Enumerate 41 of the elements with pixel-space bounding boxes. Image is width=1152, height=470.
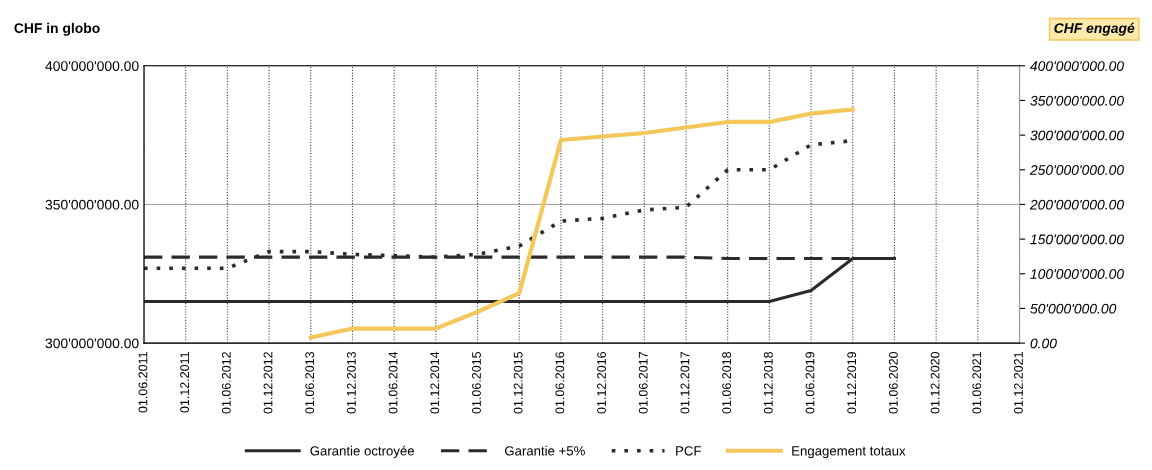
x-tick-label: 01.12.2021 bbox=[1014, 352, 1023, 414]
y2-tick-label: 50'000'000.00 bbox=[1030, 303, 1117, 314]
y2-tick-label: 150'000'000.00 bbox=[1030, 234, 1124, 245]
x-tick-label: 01.06.2018 bbox=[722, 351, 732, 414]
y2-tick-label: 350'000'000.00 bbox=[1030, 95, 1124, 106]
x-tick-label: 01.12.2011 bbox=[180, 352, 190, 413]
legend-label: PCF bbox=[676, 446, 701, 456]
x-tick-label: 01.06.2015 bbox=[472, 351, 481, 414]
x-tick-label: 01.12.2015 bbox=[513, 351, 523, 414]
y2-tick-label: 100'000'000.00 bbox=[1030, 269, 1124, 279]
y2-axis-title: CHF engagé bbox=[1054, 22, 1135, 36]
y-tick-label: 350'000'000.00 bbox=[45, 199, 139, 210]
y2-tick-label: 400'000'000.00 bbox=[1030, 61, 1124, 71]
x-tick-label: 01.06.2019 bbox=[805, 352, 815, 414]
x-tick-label: 01.06.2012 bbox=[221, 352, 231, 414]
x-tick-label: 01.12.2020 bbox=[930, 351, 940, 414]
legend-label: Garantie octroyée bbox=[310, 445, 415, 459]
x-tick-label: 01.06.2021 bbox=[972, 352, 982, 414]
x-tick-label: 01.12.2018 bbox=[763, 351, 773, 414]
x-tick-label: 01.12.2013 bbox=[346, 351, 356, 414]
x-tick-label: 01.06.2017 bbox=[638, 352, 648, 414]
x-tick-label: 01.12.2017 bbox=[680, 352, 690, 414]
legend-label: Engagement totaux bbox=[792, 446, 906, 459]
line-series bbox=[308, 107, 855, 340]
y-axis-title: CHF in globo bbox=[14, 22, 100, 36]
y2-tick-label: 0.00 bbox=[1030, 338, 1057, 349]
y2-tick-label: 300'000'000.00 bbox=[1030, 130, 1124, 141]
x-tick-label: 01.06.2011 bbox=[138, 352, 148, 413]
y-tick-label: 300'000'000.00 bbox=[45, 338, 139, 349]
legend-label: Garantie +5% bbox=[504, 445, 585, 456]
x-tick-label: 01.06.2013 bbox=[305, 351, 315, 414]
y2-tick-label: 200'000'000.00 bbox=[1029, 199, 1124, 210]
y-tick-label: 400'000'000.00 bbox=[45, 61, 139, 71]
y2-tick-label: 250'000'000.00 bbox=[1029, 165, 1124, 175]
x-tick-label: 01.12.2012 bbox=[263, 352, 273, 414]
x-tick-label: 01.06.2014 bbox=[388, 351, 398, 414]
x-tick-label: 01.06.2020 bbox=[888, 351, 898, 414]
x-tick-label: 01.12.2019 bbox=[847, 352, 857, 414]
x-tick-label: 01.12.2016 bbox=[597, 351, 606, 414]
x-tick-label: 01.12.2014 bbox=[430, 351, 440, 414]
x-tick-label: 01.06.2016 bbox=[555, 351, 565, 414]
